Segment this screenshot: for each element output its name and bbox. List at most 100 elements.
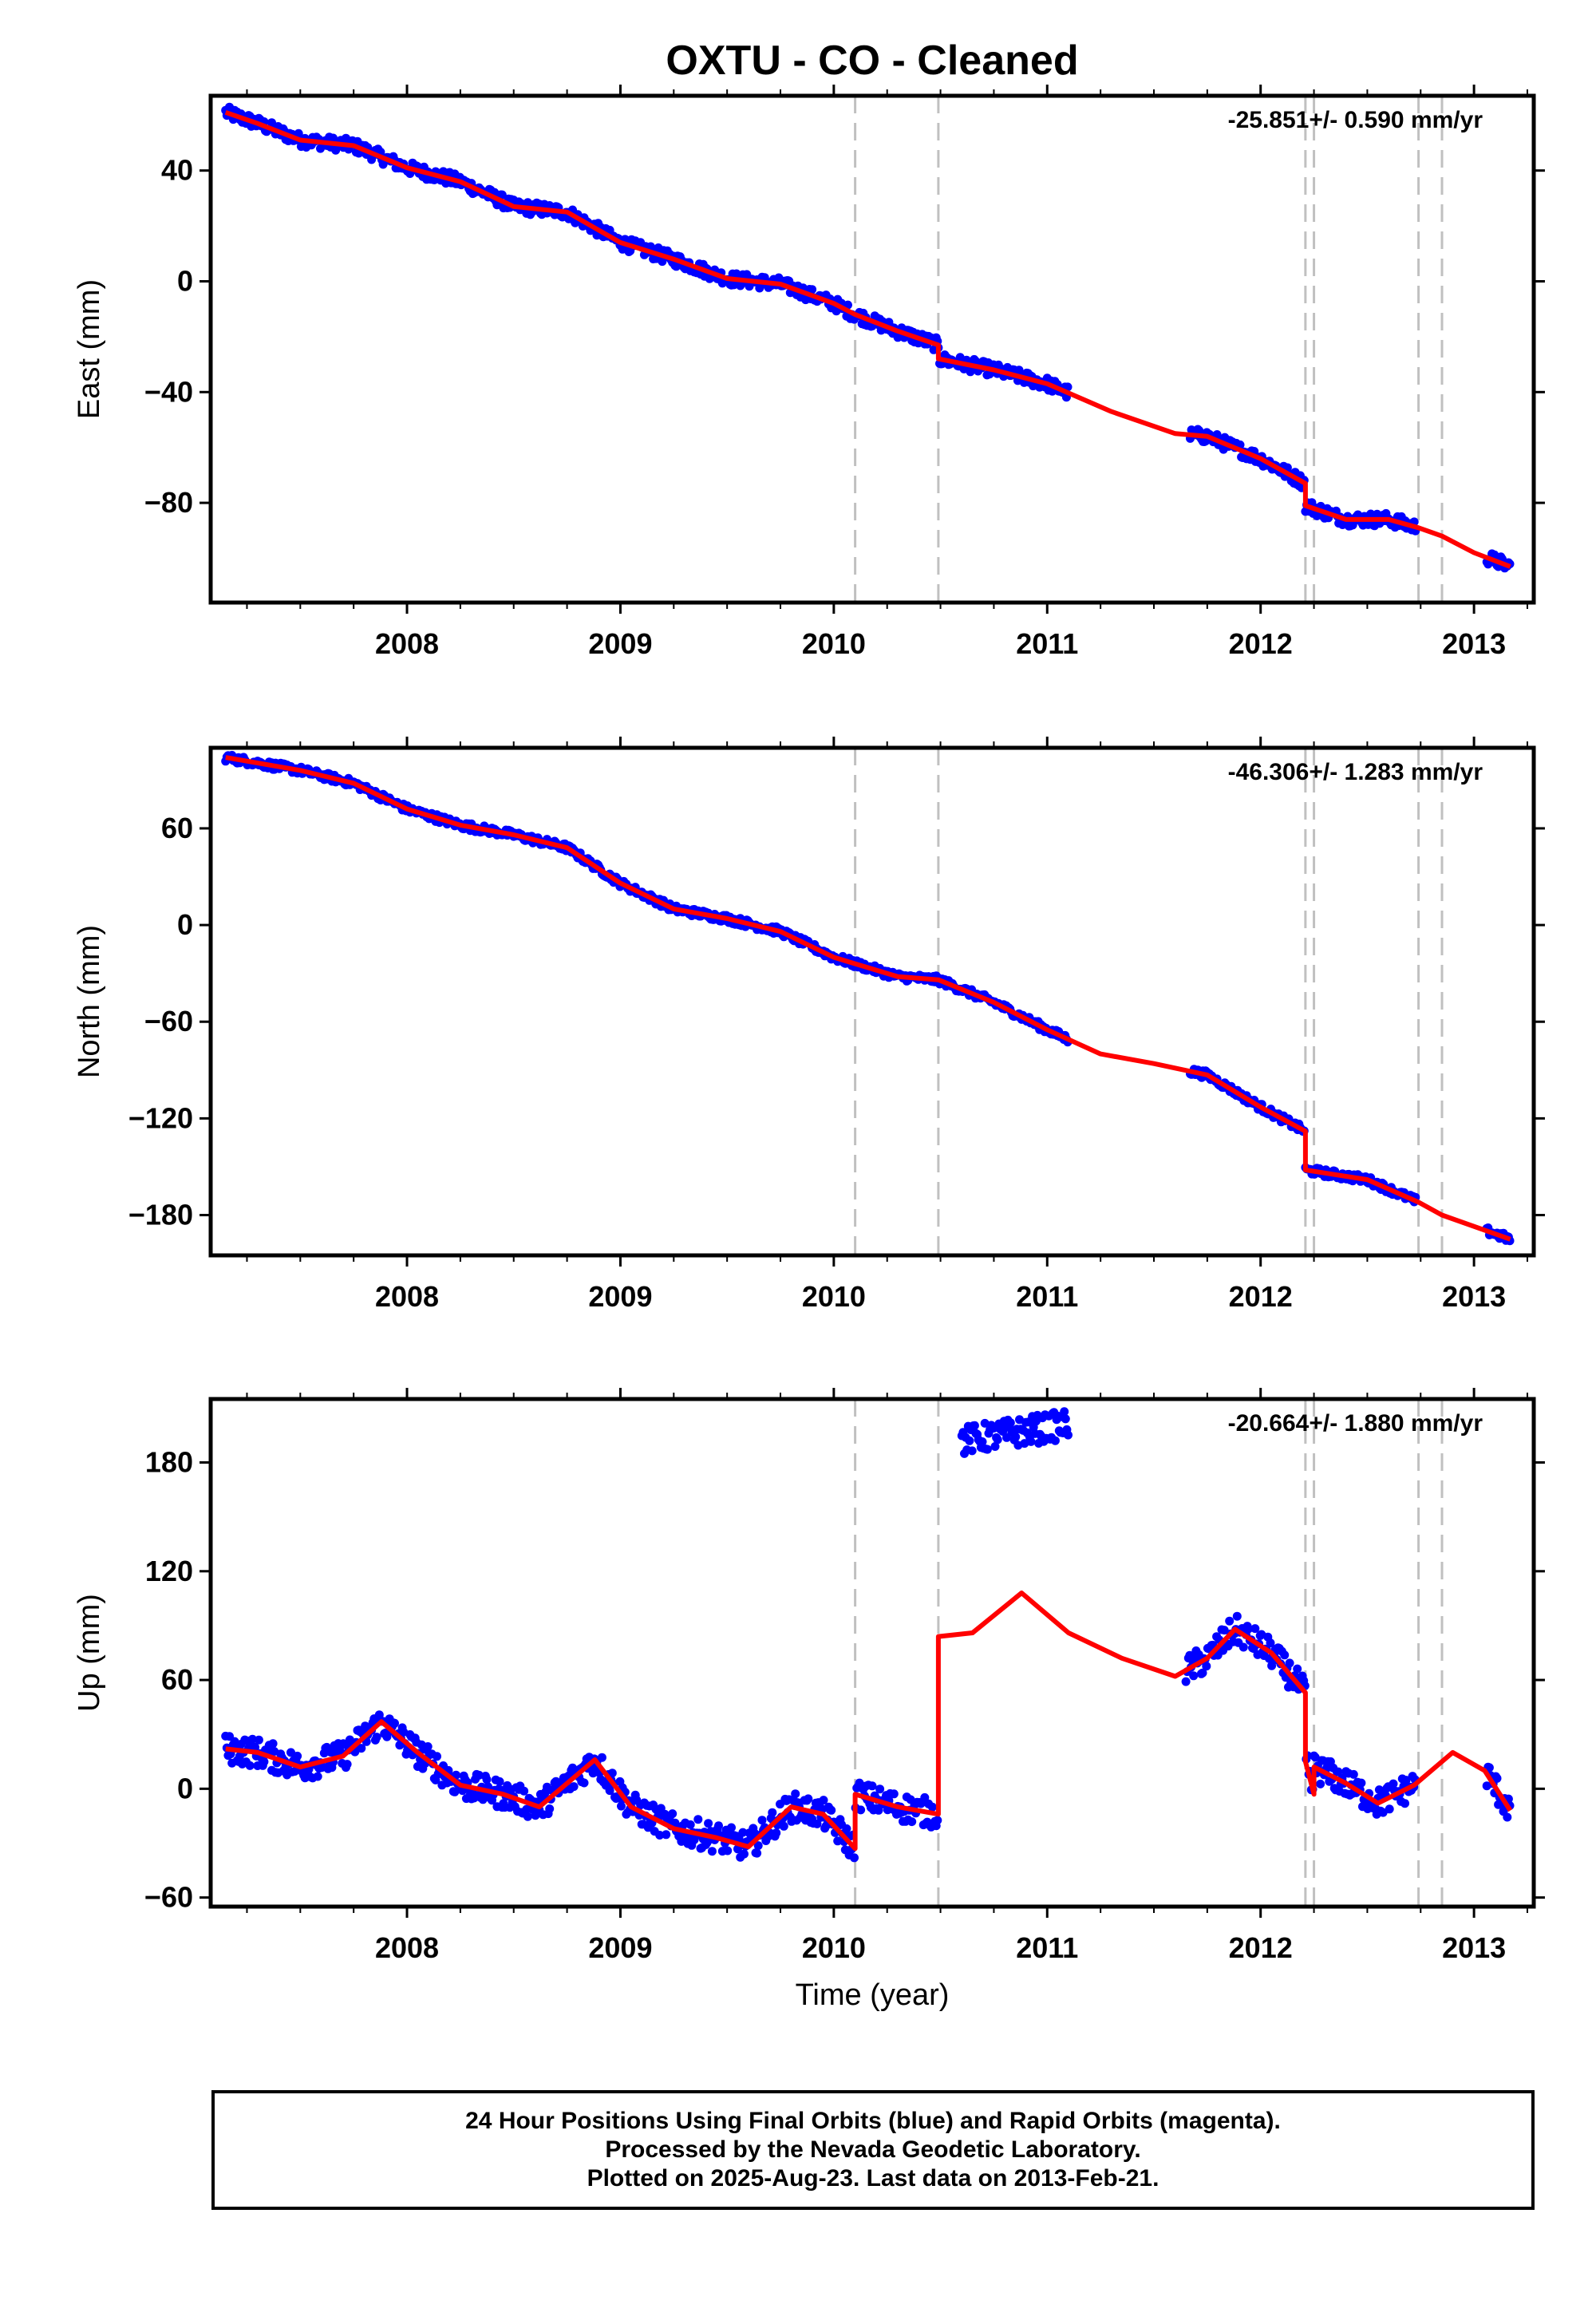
model-line [225, 1591, 1513, 1852]
data-point [993, 1435, 1002, 1445]
data-point [1238, 1642, 1248, 1652]
x-tick-label: 2010 [802, 1931, 866, 1964]
y-axis-label: North (mm) [73, 925, 106, 1078]
data-point [1181, 1677, 1191, 1686]
data-point [1316, 1779, 1325, 1788]
data-point [920, 1792, 930, 1802]
data-point [607, 1769, 617, 1778]
data-point [990, 1442, 1000, 1451]
data-point [1189, 1671, 1199, 1681]
panel-east: 40 0 −40 −80 2008 2009 2010 2011 2012 2013 East (m… [73, 85, 1545, 660]
data-point [1225, 1616, 1235, 1626]
data-point [569, 1782, 579, 1792]
plot-frame [208, 93, 1536, 605]
data-point [791, 1789, 800, 1799]
y-tick-label: −40 [144, 375, 193, 408]
footer-line-3: Plotted on 2025-Aug-23. Last data on 201… [587, 2165, 1159, 2192]
chart-title: OXTU - CO - Cleaned [666, 38, 1078, 84]
data-point [827, 1805, 836, 1815]
data-point [1219, 1626, 1229, 1635]
data-point [978, 1437, 987, 1446]
data-point [714, 1821, 723, 1831]
data-point [833, 1836, 843, 1846]
data-point [1285, 1658, 1294, 1668]
data-point [842, 1824, 851, 1833]
data-point [779, 1821, 788, 1831]
footer-line-2: Processed by the Nevada Geodetic Laborat… [605, 2136, 1141, 2163]
data-point [655, 1831, 665, 1840]
data-point [357, 1744, 366, 1753]
y-tick-label: 40 [161, 154, 193, 187]
data-point [753, 1848, 762, 1858]
y-tick-label: 60 [161, 1663, 193, 1696]
data-point [1064, 1430, 1073, 1440]
data-point [757, 1816, 767, 1825]
data-point [1195, 426, 1204, 435]
data-point [1400, 1799, 1409, 1808]
data-point [723, 1846, 733, 1856]
data-point [523, 1812, 532, 1821]
data-point [693, 1815, 703, 1824]
data-point [247, 1734, 257, 1744]
y-tick-label: 0 [177, 1772, 193, 1804]
footer-box: 24 Hour Positions Using Final Orbits (bl… [211, 2090, 1535, 2210]
data-point [662, 1830, 671, 1840]
data-point [1280, 1650, 1290, 1660]
data-point [497, 190, 507, 200]
data-point [768, 1808, 777, 1817]
y-axis-label: East (mm) [73, 279, 106, 419]
data-point [597, 1753, 606, 1762]
x-tick-label: 2011 [1016, 1280, 1078, 1313]
data-point [605, 1786, 614, 1796]
x-tick-label: 2010 [802, 627, 866, 660]
x-tick-label: 2008 [375, 1931, 439, 1964]
data-point [1244, 1624, 1254, 1634]
data-point [967, 1446, 977, 1456]
data-point [668, 1809, 678, 1819]
data-point [254, 1735, 263, 1745]
data-point [433, 1752, 441, 1761]
data-point [474, 1770, 484, 1780]
data-point [982, 1445, 992, 1454]
data-point [617, 1801, 626, 1811]
data-point [259, 1757, 269, 1766]
data-point [740, 1849, 749, 1859]
x-tick-label: 2012 [1229, 1280, 1293, 1313]
data-point [1484, 1763, 1494, 1773]
rate-label: -20.664+/- 1.880 mm/yr [1228, 1410, 1483, 1437]
data-point [1389, 1779, 1398, 1788]
data-point [907, 1817, 917, 1827]
data-point [251, 1742, 260, 1752]
y-tick-label: 0 [177, 264, 193, 297]
data-point [727, 1823, 736, 1832]
data-point [1401, 1776, 1411, 1785]
data-point [545, 1804, 555, 1813]
y-tick-label: −60 [144, 1881, 193, 1914]
data-point [482, 1775, 492, 1784]
data-point [1293, 1664, 1302, 1674]
data-point [1492, 1773, 1502, 1783]
data-point [1250, 1624, 1260, 1634]
data-point [889, 1789, 899, 1799]
data-point [1060, 1407, 1069, 1417]
panel-north: 60 0 −60 −120 −180 2008 2009 2010 2011 2012 2013 No… [73, 737, 1545, 1313]
rate-label: -46.306+/- 1.283 mm/yr [1228, 759, 1483, 785]
y-tick-label: 120 [145, 1555, 193, 1587]
data-point [342, 1760, 352, 1769]
y-tick-label: −120 [128, 1101, 193, 1134]
data-point [1333, 1767, 1343, 1777]
data-point [867, 1781, 877, 1791]
rate-label: -25.851+/- 0.590 mm/yr [1228, 107, 1483, 133]
plot-frame [208, 1397, 1536, 1909]
data-point [1385, 1804, 1394, 1814]
data-point [753, 1841, 763, 1851]
data-point [772, 1828, 781, 1838]
data-point [1349, 1769, 1358, 1779]
y-tick-label: 60 [161, 812, 193, 844]
x-tick-label: 2009 [588, 1280, 652, 1313]
data-point [293, 1751, 302, 1761]
panel-up: 180 120 60 0 −60 2008 2009 2010 2011 2012 2013 Up (… [73, 1388, 1545, 1964]
data-point [1011, 1432, 1021, 1441]
data-point [1005, 1418, 1015, 1428]
